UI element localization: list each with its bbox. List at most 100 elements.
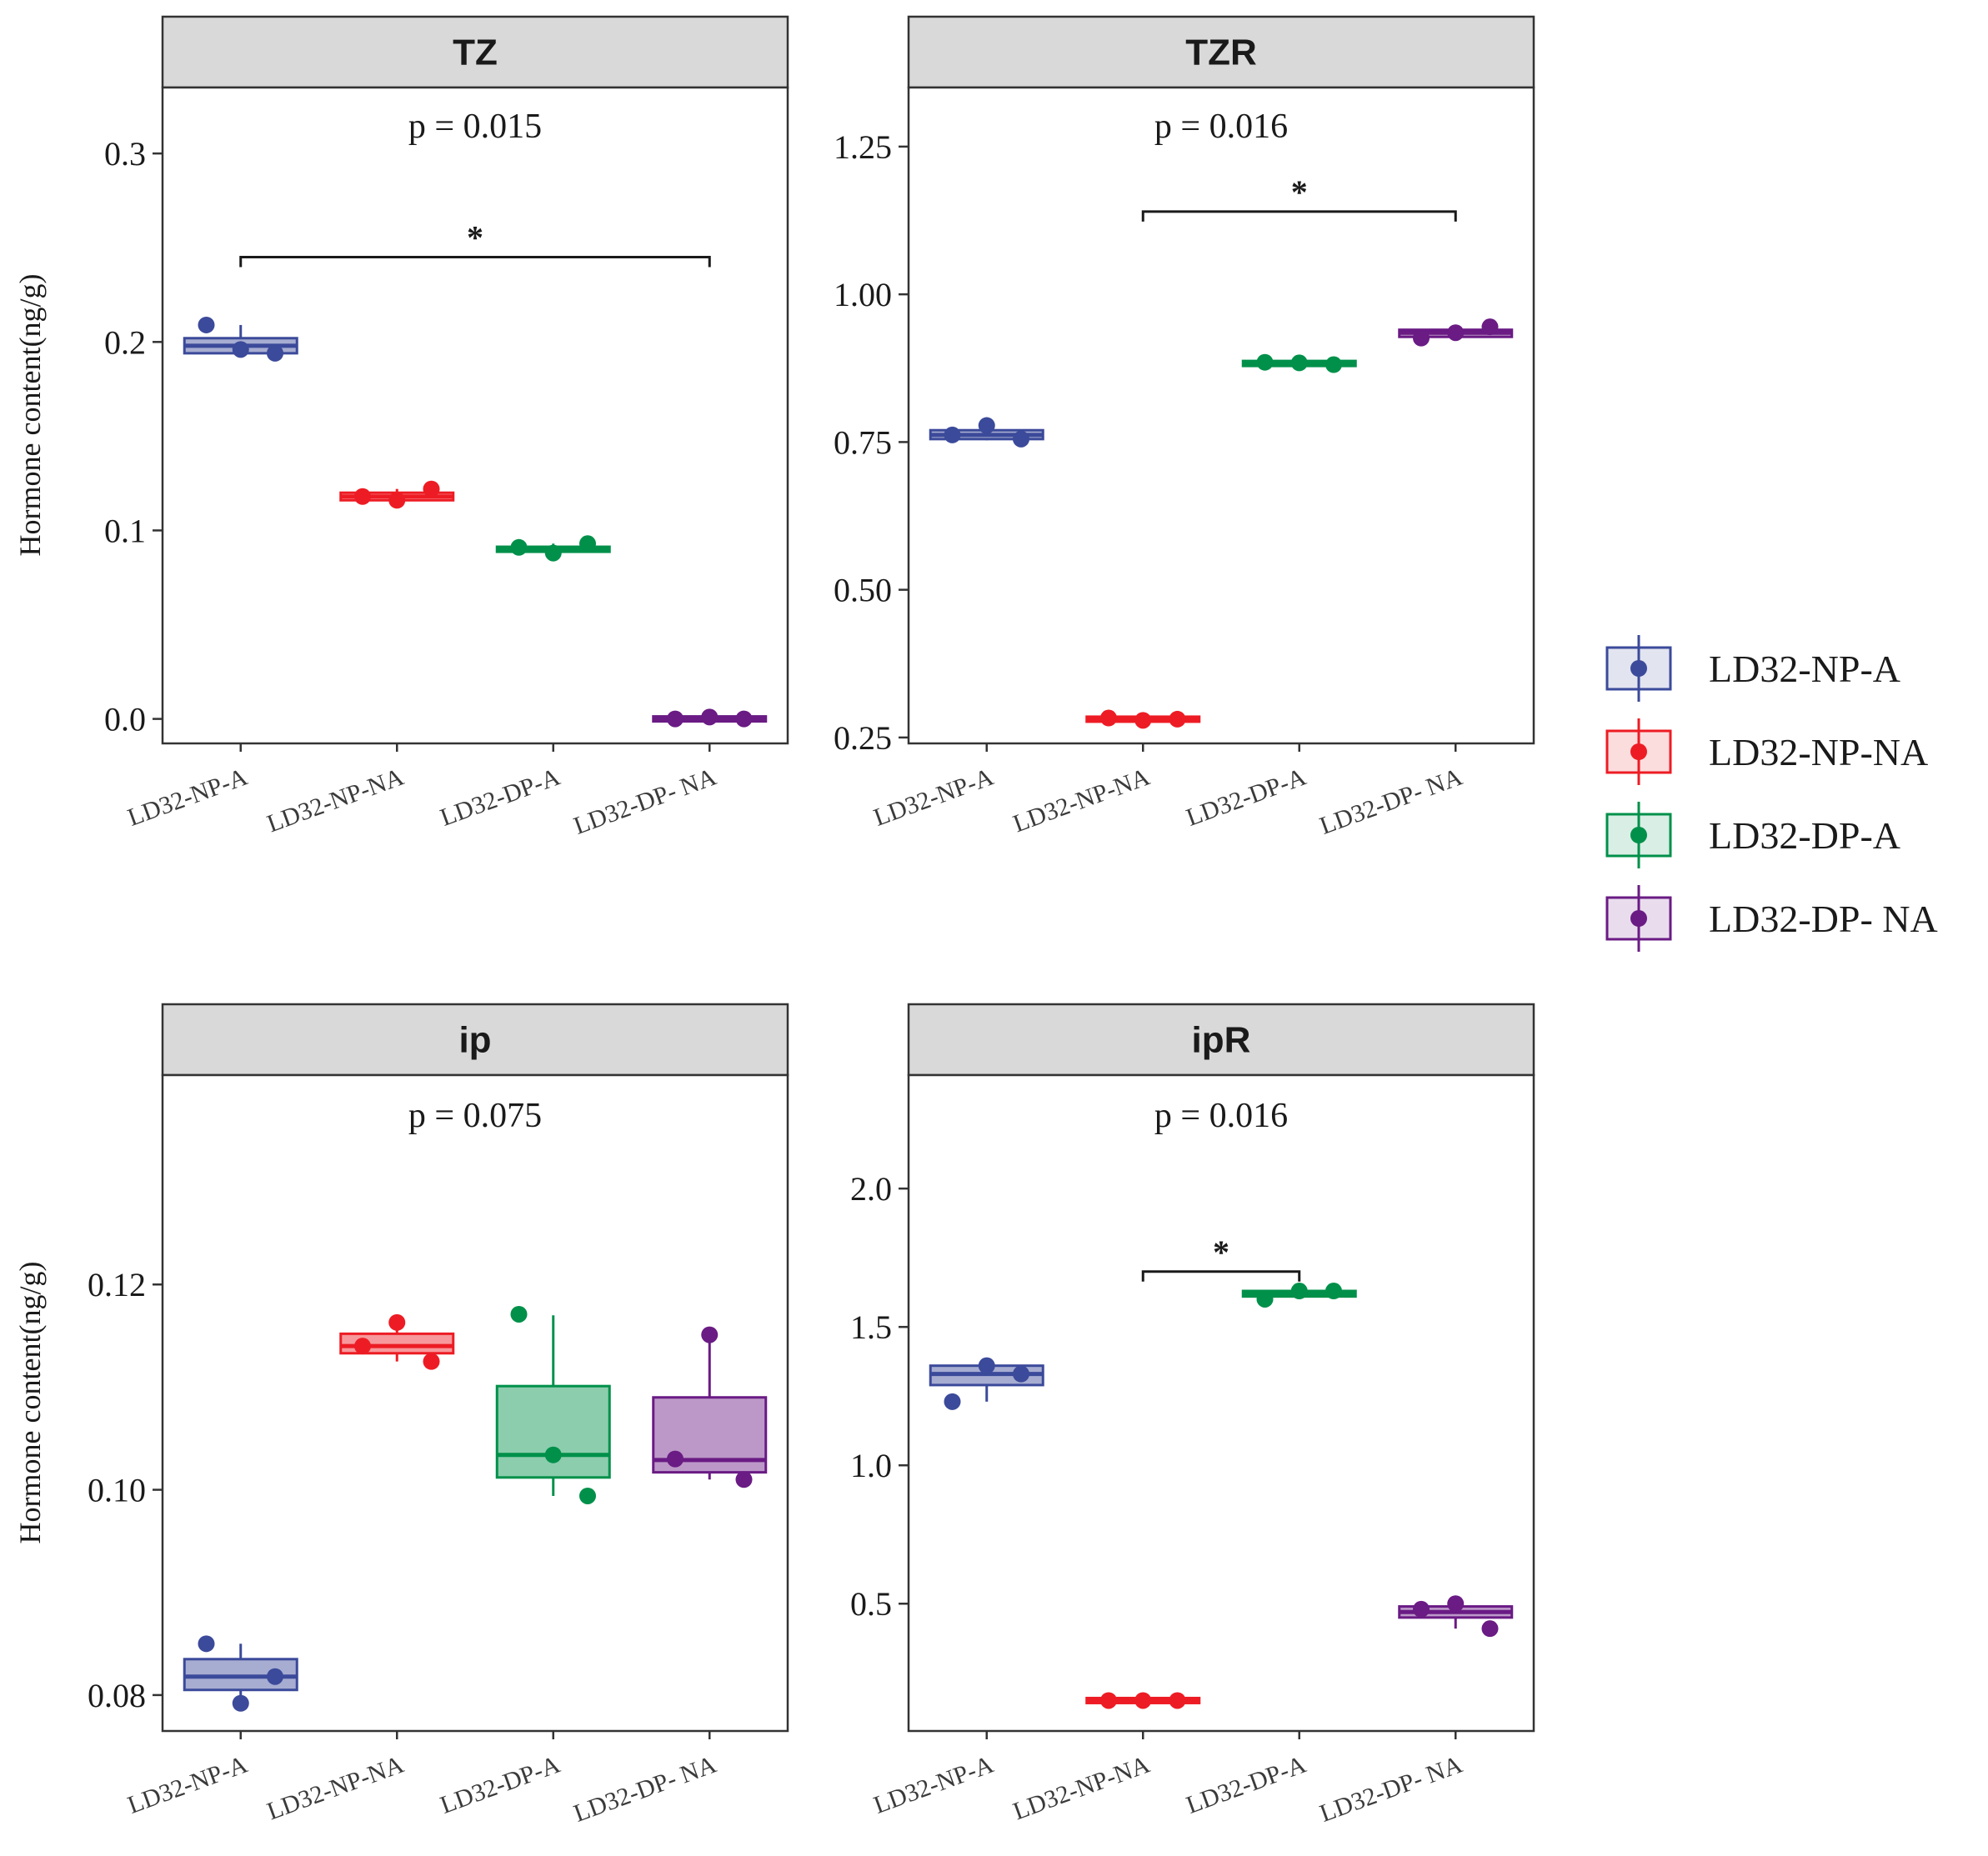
box-ld32-dp-a [495,1305,611,1504]
data-point [1325,356,1342,373]
legend-entry: LD32-DP- NA [1605,885,1938,952]
legend-dot [1630,827,1647,843]
data-point [667,710,684,728]
x-tick-label: LD32-NP-NA [1009,763,1154,838]
x-tick-label: LD32-DP- NA [570,763,720,839]
panel-ip: ip 0.08 0.10 0.12 LD32-NP-A LD32-NP-NA LD32-DP… [88,1003,789,1828]
data-point [354,1338,371,1355]
data-point [579,1487,596,1504]
x-tick-label: LD32-DP-A [437,1750,564,1818]
plot-background [909,1075,1534,1731]
data-point [544,1446,562,1463]
data-point [232,1694,249,1712]
facet-title: TZ [453,33,498,73]
y-axis-title: Hormone content(ng/g) [13,1262,47,1544]
x-tick-label: LD32-DP- NA [1316,763,1466,839]
p-value-label: p = 0.015 [408,108,542,146]
data-point [667,1450,684,1468]
data-point [978,1357,995,1374]
facet-strip [907,15,1535,89]
legend-dot [1630,743,1647,760]
box-ld32-dp-na [1398,1595,1514,1638]
x-tick-label: LD32-DP-A [1183,763,1310,831]
panel-ipr: ipR 0.5 1.0 1.5 2.0 LD32-NP-A LD32-NP-NA LD32-D… [850,1003,1535,1828]
box-ld32-dp-na [652,1326,768,1488]
data-point [1134,712,1152,729]
y-tick-label: 0.12 [88,1266,146,1303]
y-axis-title: Hormone content(ng/g) [13,274,47,557]
legend-entry: LD32-DP-A [1605,802,1900,868]
plot-background [163,1075,788,1731]
box-ld32-np-na [1085,1692,1201,1709]
x-tick-label: LD32-NP-NA [263,1750,408,1825]
facet-strip [161,1003,789,1077]
data-point [232,341,249,358]
x-tick-label: LD32-NP-A [124,763,252,831]
y-tick-label: 1.5 [850,1308,892,1346]
plot-border [907,86,1535,745]
data-point [579,535,596,553]
data-point [388,1313,406,1331]
significance-star: * [1291,173,1308,211]
box-ld32-np-a [929,417,1044,448]
significance-star: * [1213,1233,1229,1271]
y-tick-label: 0.25 [834,719,892,757]
data-point [1013,1365,1029,1383]
plot-border [161,86,789,745]
facet-strip [161,15,789,89]
data-point [1290,354,1308,372]
p-value-label: p = 0.016 [1154,1097,1288,1135]
data-point [1256,353,1274,371]
box-ld32-dp-na [1398,318,1514,347]
data-point [701,1326,719,1343]
y-tick-label: 0.3 [104,135,146,173]
y-tick-label: 0.0 [104,701,146,738]
data-point [1325,1283,1342,1300]
y-tick-label: 1.25 [834,128,892,166]
facet-strip [907,1003,1535,1077]
significance-star: * [467,219,483,257]
x-tick-label: LD32-NP-NA [263,763,408,838]
legend-entry: LD32-NP-A [1605,635,1900,702]
data-point [354,488,371,505]
x-tick-label: LD32-NP-NA [1009,1750,1154,1825]
data-point [423,480,440,498]
plot-border [161,1073,789,1733]
data-point [701,708,719,726]
data-point [1169,1692,1186,1709]
box-ld32-np-na [339,480,455,509]
data-point [1134,1692,1152,1709]
data-point [1481,1620,1499,1638]
data-point [1100,709,1117,727]
facet-title: TZR [1185,33,1257,73]
data-point [423,1353,440,1370]
data-point [1013,430,1029,448]
box-ld32-np-a [183,1635,298,1712]
x-tick-label: LD32-DP- NA [1316,1750,1466,1827]
legend-dot [1630,910,1647,927]
data-point [1447,324,1465,342]
data-point [1481,318,1499,336]
legend-label: LD32-DP-A [1709,814,1900,857]
p-value-label: p = 0.075 [408,1097,542,1135]
data-point [388,492,406,509]
p-value-label: p = 0.016 [1154,108,1288,146]
data-point [267,1668,283,1685]
y-tick-label: 0.1 [104,512,146,549]
data-point [735,1471,753,1488]
facet-title: ipR [1192,1020,1251,1061]
x-tick-label: LD32-NP-A [124,1750,252,1818]
data-point [510,1305,528,1323]
box-ld32-dp-na [652,708,768,728]
x-tick-label: LD32-DP-A [437,763,564,831]
plot-border [907,1073,1535,1733]
significance-bracket [1141,1270,1301,1282]
box-ld32-np-na [339,1313,455,1370]
box-iqr [495,1384,611,1479]
plot-background [163,88,788,743]
y-tick-label: 0.2 [104,323,146,361]
significance-bracket [1141,210,1457,222]
data-point [198,1635,215,1653]
